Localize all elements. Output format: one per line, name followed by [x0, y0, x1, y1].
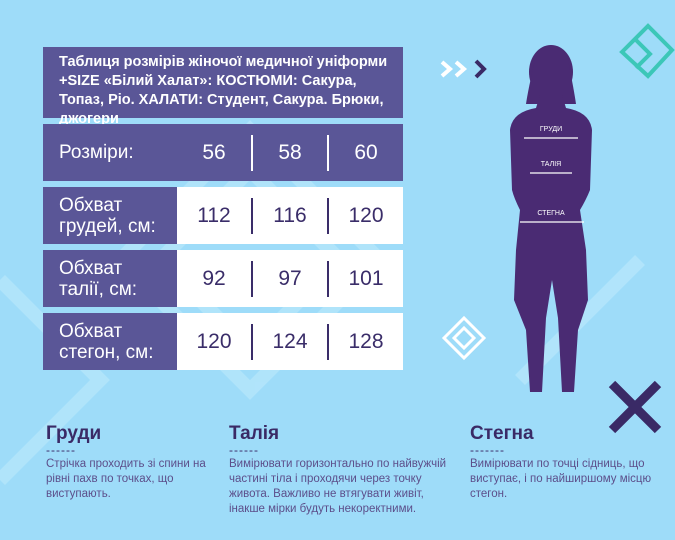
value-cell: 112	[197, 203, 231, 227]
row-label-line: стегон, см:	[59, 341, 154, 363]
table-row-hips: Обхват стегон, см: 120 124 128	[43, 313, 403, 370]
figure-label-chest: ГРУДИ	[540, 126, 562, 133]
section-divider: ------	[46, 443, 76, 457]
chevrons-icon	[440, 59, 487, 79]
value-cell: 101	[327, 260, 403, 297]
row-label: Обхват талії, см:	[43, 250, 177, 307]
white-diamond-icon	[441, 315, 487, 361]
size-cell: 56	[202, 140, 226, 164]
section-title: Груди	[46, 423, 102, 444]
value-cell: 92	[202, 266, 226, 290]
row-label-line: Обхват	[59, 194, 123, 216]
section-divider: -------	[470, 443, 505, 457]
value-cell: 128	[327, 323, 403, 360]
woman-silhouette	[510, 45, 592, 392]
table-title: Таблиця розмірів жіночої медичної уніфор…	[43, 47, 403, 127]
size-cell: 58	[251, 134, 327, 171]
section-text: Вимірювати по точці сідниць, що виступає…	[470, 458, 652, 500]
row-label-line: талії, см:	[59, 278, 138, 300]
value-cell: 120	[196, 329, 232, 353]
size-header-row: Розміри: 56 58 60	[43, 124, 403, 181]
figure-label-waist: ТАЛІЯ	[541, 161, 561, 168]
figure-label-hips: СТЕГНА	[537, 210, 565, 217]
row-label: Обхват грудей, см:	[43, 187, 177, 244]
row-label: Розміри:	[43, 124, 177, 181]
value-cell: 124	[251, 323, 327, 360]
row-label: Обхват стегон, см:	[43, 313, 177, 370]
section-waist: Талія ------ Вимірювати горизонтально по…	[229, 423, 449, 517]
row-label-line: грудей, см:	[59, 215, 156, 237]
section-hips: Стегна ------- Вимірювати по точці сідни…	[470, 423, 655, 502]
teal-diamond-icon	[619, 23, 675, 79]
section-title: Талія	[229, 423, 280, 444]
section-chest: Груди ------ Стрічка проходить зі спини …	[46, 423, 216, 502]
value-cell: 97	[251, 260, 327, 297]
value-cell: 120	[327, 197, 403, 234]
cross-icon	[608, 380, 662, 434]
size-cell: 60	[327, 134, 403, 171]
row-label-line: Обхват	[59, 257, 123, 279]
table-row-chest: Обхват грудей, см: 112 116 120	[43, 187, 403, 244]
value-cell: 116	[251, 197, 327, 234]
section-title: Стегна	[470, 423, 534, 444]
row-label-line: Обхват	[59, 320, 123, 342]
section-text: Вимірювати горизонтально по найвужчій ча…	[229, 458, 447, 515]
section-divider: ------	[229, 443, 259, 457]
table-row-waist: Обхват талії, см: 92 97 101	[43, 250, 403, 307]
section-text: Стрічка проходить зі спини на рівні пахв…	[46, 458, 206, 500]
